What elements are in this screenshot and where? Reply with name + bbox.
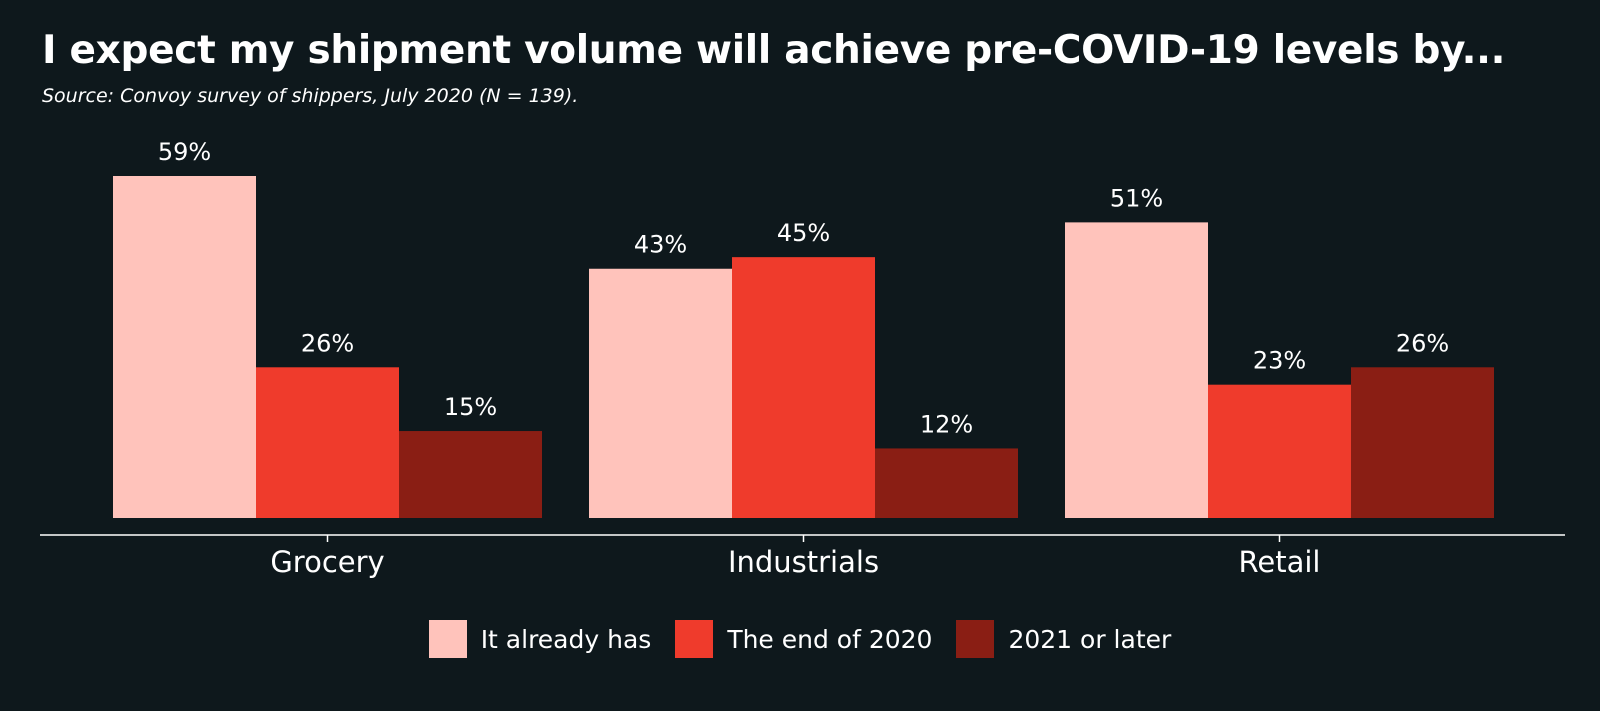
legend-label: 2021 or later [1008,624,1172,654]
category-label: Retail [1239,545,1321,579]
data-label: 45% [777,219,830,247]
category-label: Grocery [270,545,384,579]
bar-retail-s0 [1065,222,1208,519]
legend-label: The end of 2020 [727,624,933,654]
bar-industrials-s0 [589,268,732,518]
data-label: 43% [634,231,687,259]
data-label: 26% [301,329,354,357]
data-label: 26% [1396,329,1449,357]
legend-swatch [675,620,714,658]
bar-retail-s2 [1351,367,1494,518]
category-label: Industrials [728,545,879,579]
chart-title: I expect my shipment volume will achieve… [42,28,1506,73]
data-label: 51% [1110,184,1163,212]
legend-item-end-2020: The end of 2020 [675,620,932,658]
bar-industrials-s1 [732,257,875,518]
legend-swatch [956,620,995,658]
chart-subtitle: Source: Convoy survey of shippers, July … [42,85,579,107]
bar-grocery-s0 [113,176,256,518]
bar-retail-s1 [1208,384,1351,518]
legend-label: It already has [480,624,652,654]
bar-industrials-s2 [875,448,1018,518]
legend-item-already: It already has [428,620,652,658]
bar-grocery-s1 [256,367,399,518]
data-label: 59% [158,138,211,166]
bar-grocery-s2 [399,431,542,518]
chart-legend: It already has The end of 2020 2021 or l… [0,620,1600,658]
legend-swatch [428,620,467,658]
legend-item-2021-later: 2021 or later [956,620,1171,658]
data-label: 23% [1253,347,1306,375]
data-label: 15% [444,393,497,421]
data-label: 12% [920,410,973,438]
